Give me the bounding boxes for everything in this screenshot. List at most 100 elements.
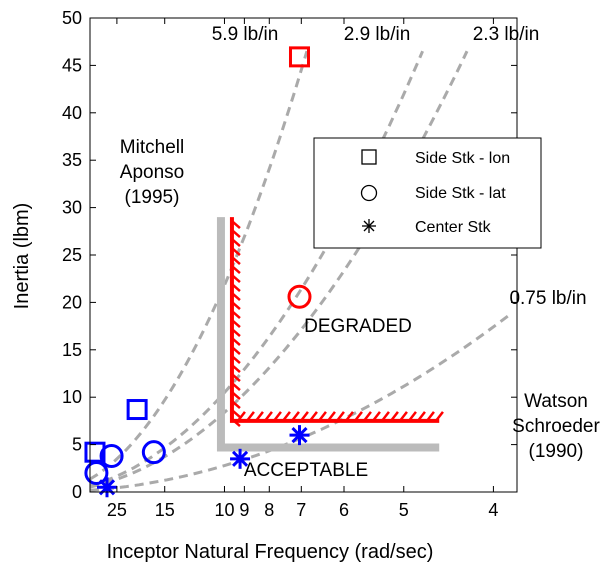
legend: Side Stk - lon Side Stk - lat Center Stk <box>313 137 542 249</box>
legend-square-icon <box>361 149 377 165</box>
boundary-hatch <box>231 247 241 257</box>
boundary-hatch <box>231 382 241 392</box>
boundary-hatch <box>231 229 241 239</box>
y-tick-label: 10 <box>62 387 82 407</box>
stiffness-label-2-3: 2.3 lb/in <box>473 24 540 45</box>
degraded-region-label: DEGRADED <box>304 316 412 337</box>
point-side-stk-lat <box>84 461 109 486</box>
watson-label-line3: (1990) <box>529 441 584 462</box>
y-tick-label: 5 <box>72 435 82 455</box>
boundary-hatch <box>425 411 435 422</box>
boundary-hatch <box>231 409 241 419</box>
boundary-hatch <box>254 411 264 422</box>
boundary-hatch <box>231 274 241 284</box>
y-tick-label: 35 <box>62 150 82 170</box>
x-tick-label: 25 <box>107 500 127 520</box>
watson-label-line1: Watson <box>524 391 588 412</box>
boundary-hatch <box>231 310 241 320</box>
point-side-stk-lat <box>287 284 312 309</box>
boundary-hatch <box>231 337 241 347</box>
stiffness-line-1 <box>90 50 309 481</box>
boundary-hatch <box>263 411 273 422</box>
boundary-hatch <box>398 411 408 422</box>
boundary-hatch <box>231 238 241 248</box>
boundary-hatch <box>362 411 372 422</box>
point-side-stk-lat <box>99 443 124 468</box>
x-tick-label: 5 <box>399 500 409 520</box>
y-tick-label: 20 <box>62 292 82 312</box>
boundary-hatch <box>371 411 381 422</box>
boundary-hatch <box>389 411 399 422</box>
mitchell-aponso-boundary <box>216 217 440 452</box>
boundary-hatch <box>380 411 390 422</box>
boundary-hatch <box>231 319 241 329</box>
boundary-hatch <box>308 411 318 422</box>
boundary-hatch <box>231 265 241 275</box>
boundary-hatch <box>231 256 241 266</box>
boundary-hatch <box>290 411 300 422</box>
boundary-hatch <box>236 411 246 422</box>
y-tick-label: 15 <box>62 340 82 360</box>
point-center-stk <box>97 477 118 498</box>
stiffness-line-2 <box>90 50 424 488</box>
boundary-hatch <box>299 411 309 422</box>
mitchell-label-line2: Aponso <box>120 162 184 183</box>
y-tick-label: 40 <box>62 103 82 123</box>
y-axis-label: Inertia (lbm) <box>11 203 33 310</box>
boundary-hatch <box>344 411 354 422</box>
boundary-hatch <box>335 411 345 422</box>
legend-circle-icon <box>360 184 378 202</box>
x-axis-label: Inceptor Natural Frequency (rad/sec) <box>107 541 434 563</box>
boundary-hatch <box>231 301 241 311</box>
legend-label-side-stk-lat: Side Stk - lat <box>415 185 506 202</box>
x-tick-label: 8 <box>264 500 274 520</box>
y-tick-label: 0 <box>72 482 82 502</box>
boundary-hatch <box>231 418 241 428</box>
boundary-hatch <box>407 411 417 422</box>
x-tick-label: 4 <box>488 500 498 520</box>
legend-label-side-stk-lon: Side Stk - lon <box>415 150 510 167</box>
boundary-hatch <box>231 220 241 230</box>
boundary-hatch <box>353 411 363 422</box>
boundary-hatch <box>231 400 241 410</box>
legend-box <box>313 137 542 249</box>
boundary-hatch <box>231 391 241 401</box>
mitchell-label-line1: Mitchell <box>120 137 184 158</box>
point-side-stk-lon <box>126 399 148 421</box>
y-tick-label: 25 <box>62 245 82 265</box>
boundary-hatch <box>281 411 291 422</box>
stiffness-label-2-9: 2.9 lb/in <box>344 24 411 45</box>
boundary-hatch <box>231 373 241 383</box>
legend-label-center-stk: Center Stk <box>415 219 492 236</box>
boundary-hatch <box>416 411 426 422</box>
watson-label-line2: Schroeder <box>512 416 600 437</box>
y-tick-label: 45 <box>62 55 82 75</box>
x-tick-label: 7 <box>296 500 306 520</box>
boundary-hatch <box>231 355 241 365</box>
boundary-hatch <box>272 411 282 422</box>
boundary-hatch <box>434 411 444 422</box>
stiffness-label-5-9: 5.9 lb/in <box>212 24 279 45</box>
acceptable-region-label: ACCEPTABLE <box>244 460 368 481</box>
y-tick-label: 30 <box>62 198 82 218</box>
point-side-stk-lon <box>288 46 310 68</box>
x-tick-label: 15 <box>155 500 175 520</box>
stiffness-label-0-75: 0.75 lb/in <box>509 288 586 309</box>
legend-asterisk-icon <box>362 219 376 233</box>
mitchell-label-line3: (1995) <box>125 187 180 208</box>
y-tick-label: 50 <box>62 8 82 28</box>
point-center-stk <box>230 448 251 469</box>
boundary-hatch <box>231 328 241 338</box>
boundary-hatch <box>231 283 241 293</box>
x-tick-label: 10 <box>214 500 234 520</box>
point-side-stk-lat <box>141 440 166 465</box>
boundary-hatch <box>317 411 327 422</box>
boundary-hatch <box>231 364 241 374</box>
x-tick-label: 6 <box>339 500 349 520</box>
boundary-hatch <box>231 346 241 356</box>
x-tick-label: 9 <box>239 500 249 520</box>
boundary-hatch <box>326 411 336 422</box>
point-center-stk <box>289 425 310 446</box>
boundary-hatch <box>231 292 241 302</box>
